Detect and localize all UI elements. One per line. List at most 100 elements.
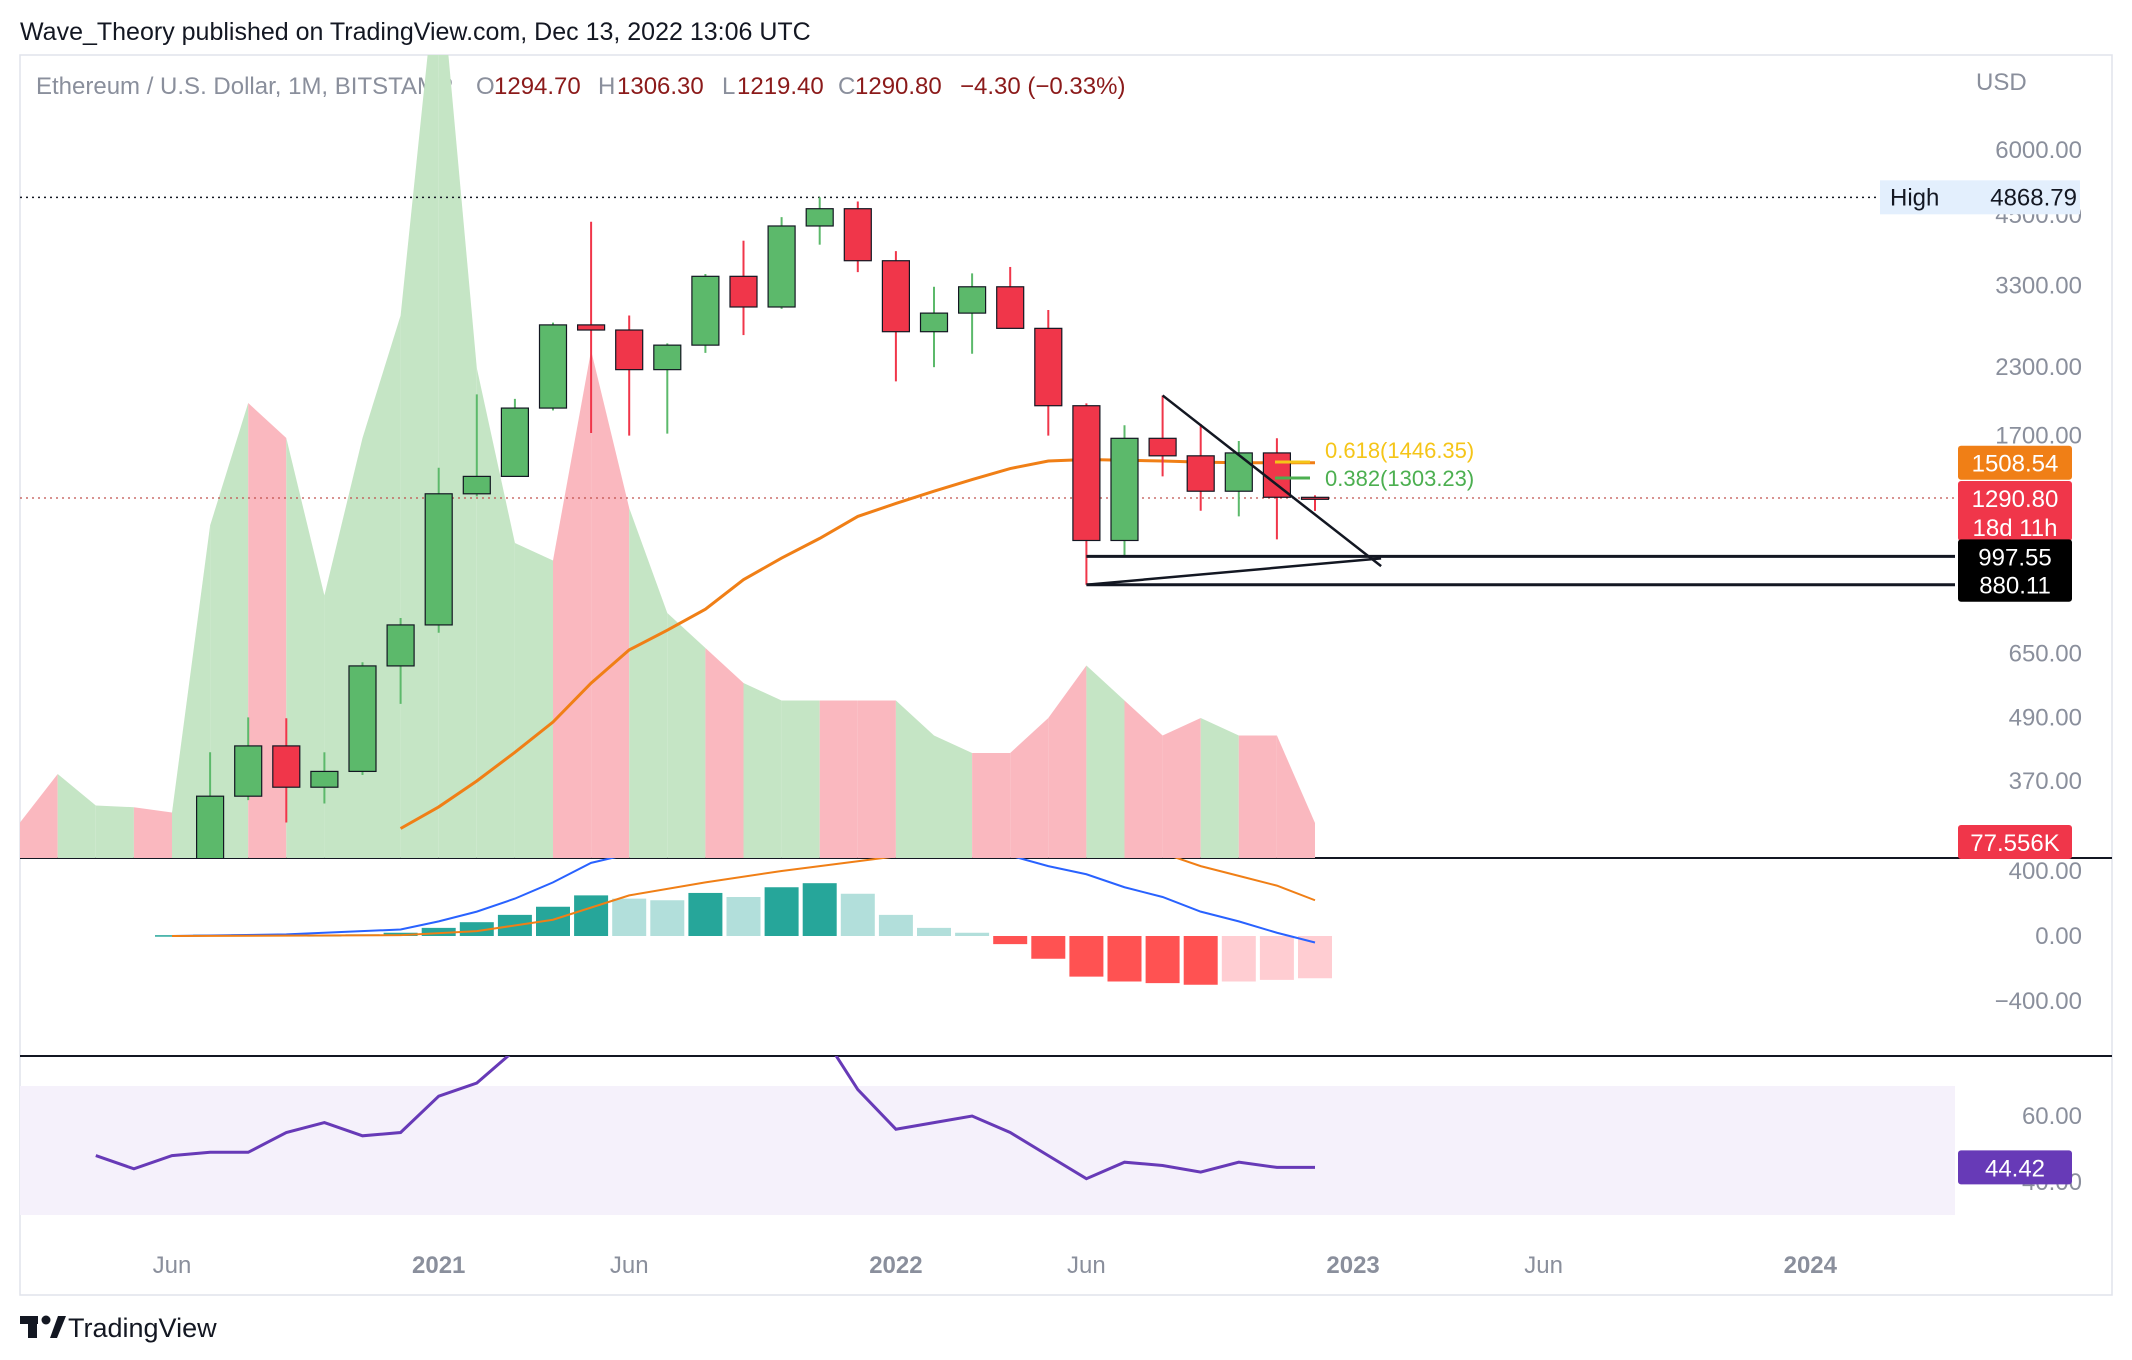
candle-body bbox=[1186, 455, 1215, 492]
signal-line bbox=[171, 858, 1316, 937]
price-axis-tick: 2300.00 bbox=[1995, 354, 2082, 381]
candle bbox=[805, 197, 834, 245]
candle-body bbox=[310, 770, 339, 788]
macd-histogram-bar bbox=[993, 936, 1028, 945]
volume-segment bbox=[781, 700, 820, 858]
candle-body bbox=[348, 665, 377, 773]
candle bbox=[462, 394, 491, 497]
rsi-badge-text: 44.42 bbox=[1985, 1155, 2045, 1182]
candle bbox=[310, 752, 339, 804]
macd-histogram-bar bbox=[840, 893, 875, 936]
candle-body bbox=[272, 745, 301, 788]
low-value: 1219.40 bbox=[737, 73, 824, 100]
time-axis-tick: Jun bbox=[1067, 1252, 1106, 1279]
macd-histogram-bar bbox=[917, 927, 951, 936]
volume-segment bbox=[1276, 735, 1315, 858]
candle bbox=[1148, 395, 1177, 477]
candle-body bbox=[615, 329, 644, 371]
candle-body bbox=[805, 208, 834, 227]
candle bbox=[653, 343, 682, 434]
rsi-badge-bg bbox=[1958, 1150, 2072, 1185]
candlestick-series[interactable] bbox=[196, 197, 1330, 893]
candle-body bbox=[538, 324, 568, 409]
candle-body bbox=[462, 475, 491, 495]
close-value: 1290.80 bbox=[855, 73, 942, 100]
macd-pane bbox=[155, 858, 1332, 985]
volume-segment bbox=[210, 403, 249, 858]
trendline-drawings[interactable] bbox=[1086, 394, 1955, 587]
price-axis-tick: 3300.00 bbox=[1995, 272, 2082, 299]
macd-histogram-bar bbox=[955, 932, 990, 936]
volume-segment bbox=[248, 403, 287, 858]
price-axis-tick: 490.00 bbox=[2009, 704, 2082, 731]
macd-histogram-bar bbox=[688, 892, 723, 936]
published-by-text: Wave_Theory published on TradingView.com… bbox=[20, 18, 811, 46]
volume-segment bbox=[667, 613, 706, 858]
candle-body bbox=[1148, 437, 1177, 457]
candle bbox=[196, 752, 225, 858]
high-badge-label: High bbox=[1890, 184, 1939, 211]
candle-body bbox=[767, 225, 796, 308]
time-axis-tick: Jun bbox=[610, 1252, 649, 1279]
open-key: O bbox=[476, 73, 495, 100]
macd-histogram-bar bbox=[1107, 936, 1142, 982]
tradingview-logo-icon bbox=[20, 1315, 66, 1338]
symbol-label: Ethereum / U.S. Dollar, 1M, BITSTAMP bbox=[36, 73, 453, 100]
volume-segment bbox=[972, 753, 1011, 858]
candle bbox=[424, 467, 453, 633]
macd-histogram-bar bbox=[1145, 936, 1180, 984]
volume-segment bbox=[133, 807, 172, 858]
candle-body bbox=[729, 275, 758, 308]
support-badge-2-bg bbox=[1958, 567, 2072, 602]
ohlc-legend: Ethereum / U.S. Dollar, 1M, BITSTAMP O 1… bbox=[36, 73, 1125, 100]
macd-histogram-bar bbox=[1259, 936, 1294, 980]
macd-histogram-bar bbox=[726, 897, 761, 936]
high-key: H bbox=[598, 73, 615, 100]
candle bbox=[1186, 423, 1215, 511]
high-badge-value: 4868.79 bbox=[1990, 184, 2077, 211]
macd-axis-tick: −400.00 bbox=[1995, 988, 2082, 1015]
volume-segment bbox=[1124, 700, 1163, 858]
rsi-axis-tick: 60.00 bbox=[2022, 1103, 2082, 1130]
high-value: 1306.30 bbox=[617, 73, 704, 100]
fib-level-label: 0.618(1446.35) bbox=[1325, 438, 1474, 463]
rsi-band bbox=[20, 1086, 1955, 1215]
candle bbox=[1072, 403, 1101, 585]
time-axis[interactable]: Jun 2021 Jun 2022 Jun 2023 Jun 2024 bbox=[153, 1252, 1838, 1279]
candle-body bbox=[196, 795, 225, 858]
candle bbox=[1110, 425, 1139, 557]
volume-segment bbox=[1048, 665, 1087, 858]
open-value: 1294.70 bbox=[494, 73, 581, 100]
macd-histogram-bar bbox=[1183, 936, 1218, 985]
support-badge-2: 880.11 bbox=[1958, 567, 2072, 602]
macd-histogram-bar bbox=[802, 883, 837, 936]
fibonacci-levels: 0.618(1446.35) 0.382(1303.23) bbox=[1275, 438, 1474, 491]
candle bbox=[691, 274, 720, 353]
candle-body bbox=[424, 493, 453, 626]
support-badge-2-text: 880.11 bbox=[1979, 573, 2051, 600]
macd-histogram-bar bbox=[650, 900, 685, 936]
volume-segment bbox=[514, 543, 553, 858]
candle bbox=[996, 266, 1025, 329]
candle bbox=[919, 286, 949, 368]
candle bbox=[957, 273, 987, 354]
candle-body bbox=[653, 344, 682, 371]
volume-segment bbox=[743, 683, 782, 858]
rsi-pane bbox=[20, 1056, 1955, 1215]
volume-segment bbox=[95, 805, 134, 858]
last-price-badge-text: 1290.80 bbox=[1972, 486, 2059, 513]
macd-histogram-bar bbox=[1221, 936, 1256, 982]
candle bbox=[767, 217, 796, 309]
rsi-line bbox=[95, 1056, 1315, 1181]
time-axis-tick: 2022 bbox=[869, 1252, 922, 1279]
macd-histogram-bar bbox=[612, 898, 647, 936]
macd-axis-tick: 400.00 bbox=[2009, 858, 2082, 885]
tradingview-logo[interactable]: TradingView bbox=[20, 1313, 217, 1343]
volume-segment bbox=[1200, 718, 1239, 858]
candle bbox=[386, 617, 415, 704]
candle-body bbox=[691, 275, 720, 346]
candle bbox=[538, 322, 568, 411]
high-badge: High 4868.79 bbox=[1880, 180, 2080, 215]
